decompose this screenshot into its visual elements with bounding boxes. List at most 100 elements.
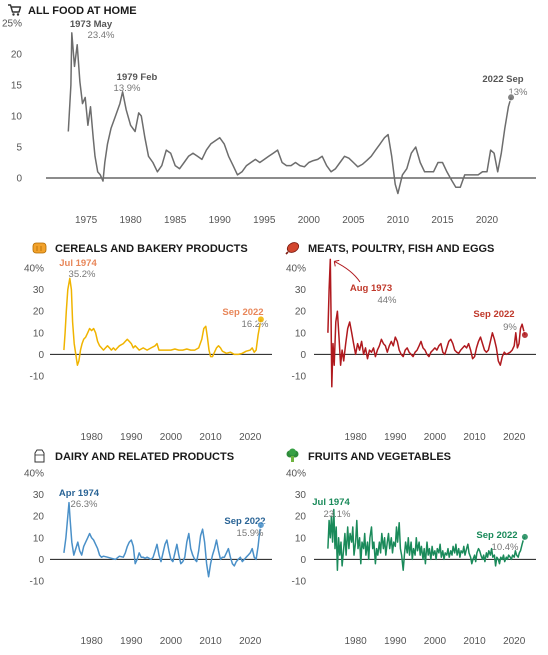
chart-title: MEATS, POULTRY, FISH AND EGGS	[308, 243, 494, 255]
x-tick-label: 2005	[342, 215, 365, 226]
x-tick-label: 1985	[164, 215, 187, 226]
x-tick-label: 1990	[209, 215, 232, 226]
annotation-value: 15.9%	[237, 528, 264, 539]
y-tick-label: 30	[33, 285, 45, 296]
shopping-cart-icon	[8, 4, 22, 16]
cart-wheel	[16, 13, 20, 16]
x-tick-label: 2000	[424, 432, 447, 443]
annotation-value: 13.9%	[114, 83, 141, 94]
annotation-label: 1973 May	[70, 19, 113, 30]
annotation-label: 1979 Feb	[117, 72, 158, 83]
annotation-label: Jul 1974	[312, 497, 350, 508]
y-tick-label: 10	[295, 328, 307, 339]
y-tick-label: -10	[30, 372, 45, 383]
x-tick-label: 2020	[239, 432, 262, 443]
endpoint-marker	[520, 532, 529, 541]
endpoint-marker	[507, 93, 516, 102]
y-tick-label: 5	[16, 143, 22, 154]
chart-title: FRUITS AND VEGETABLES	[308, 451, 451, 463]
x-tick-label: 2000	[298, 215, 321, 226]
annotation-label: Sep 2022	[222, 307, 263, 318]
bread-icon	[32, 242, 47, 254]
endpoint-marker	[520, 330, 529, 339]
series-line	[327, 258, 526, 388]
y-tick-label: 40%	[286, 469, 306, 480]
annotation-value: 13%	[508, 87, 528, 98]
broccoli-stem	[291, 456, 294, 462]
x-tick-label: 2020	[503, 636, 526, 647]
annotation-label: Sep 2022	[476, 530, 517, 541]
broccoli-icon	[286, 448, 299, 462]
chart-panel-3: DAIRY AND RELATED PRODUCTS -10 0 10 20 30 40% 1…	[24, 449, 272, 647]
y-tick-label: -10	[30, 577, 45, 588]
chart-panel-4: FRUITS AND VEGETABLES -10 0 10 20 30 40% 1980 19…	[286, 448, 536, 647]
cart-wheel	[12, 13, 15, 16]
annotation-value: 23.4%	[88, 30, 115, 41]
y-tick-label: 20	[33, 307, 45, 318]
x-tick-label: 2020	[503, 432, 526, 443]
x-tick-label: 2010	[199, 636, 222, 647]
x-tick-label: 1980	[345, 636, 368, 647]
x-tick-label: 2010	[199, 432, 222, 443]
chart-panel-2: MEATS, POULTRY, FISH AND EGGS -10 0 10 20 30 4…	[285, 242, 536, 443]
x-tick-label: 2020	[476, 215, 499, 226]
y-tick-label: 0	[300, 555, 306, 566]
y-tick-label: 10	[11, 112, 23, 123]
x-tick-label: 2010	[463, 432, 486, 443]
x-tick-label: 2010	[387, 215, 410, 226]
annotation-arrow	[334, 260, 361, 283]
annotation-label: 2022 Sep	[482, 74, 523, 85]
x-tick-label: 2000	[160, 432, 183, 443]
x-tick-label: 2020	[239, 636, 262, 647]
y-tick-label: 30	[295, 490, 307, 501]
annotation-value: 44%	[377, 295, 397, 306]
y-tick-label: 10	[295, 533, 307, 544]
x-tick-label: 1990	[384, 636, 407, 647]
carton-body	[34, 449, 45, 463]
x-tick-label: 1975	[75, 215, 98, 226]
y-tick-label: 30	[33, 490, 45, 501]
y-tick-label: 25%	[2, 19, 22, 30]
annotation-value: 23.1%	[324, 509, 351, 520]
annotation-label: Apr 1974	[59, 488, 100, 499]
y-tick-label: 20	[295, 307, 307, 318]
endpoint-marker	[256, 315, 265, 324]
y-tick-label: 20	[295, 512, 307, 523]
y-tick-label: 0	[16, 174, 22, 185]
meat-body	[286, 242, 300, 253]
x-tick-label: 1990	[120, 636, 143, 647]
series-line	[63, 277, 262, 366]
x-tick-label: 1980	[81, 636, 104, 647]
x-tick-label: 1995	[253, 215, 276, 226]
bread-loaf	[32, 242, 47, 254]
meat-bone	[285, 251, 289, 255]
x-tick-label: 1980	[81, 432, 104, 443]
x-tick-label: 2000	[424, 636, 447, 647]
annotation-value: 16.2%	[242, 319, 269, 330]
annotation-label: Sep 2022	[224, 516, 265, 527]
y-tick-label: -10	[292, 577, 307, 588]
series-line	[67, 32, 512, 195]
x-tick-label: 2015	[431, 215, 454, 226]
y-tick-label: 30	[295, 285, 307, 296]
broccoli-floret	[289, 448, 296, 456]
cart-body	[8, 4, 22, 13]
arrow-head	[333, 259, 340, 267]
annotation-value: 26.3%	[71, 499, 98, 510]
x-tick-label: 2000	[160, 636, 183, 647]
annotation-value: 10.4%	[492, 542, 519, 553]
y-tick-label: 40%	[286, 264, 306, 275]
y-tick-label: 0	[38, 555, 44, 566]
y-tick-label: -10	[292, 372, 307, 383]
annotation-value: 9%	[503, 322, 517, 333]
y-tick-label: 40%	[24, 264, 44, 275]
x-tick-label: 2010	[463, 636, 486, 647]
x-tick-label: 1980	[345, 432, 368, 443]
annotation-label: Aug 1973	[350, 283, 392, 294]
annotation-label: Sep 2022	[473, 309, 514, 320]
y-tick-label: 15	[11, 81, 23, 92]
chart-title: CEREALS AND BAKERY PRODUCTS	[55, 243, 248, 255]
chart-panel-1: CEREALS AND BAKERY PRODUCTS -10 0 10 20 30 40%…	[24, 242, 272, 443]
